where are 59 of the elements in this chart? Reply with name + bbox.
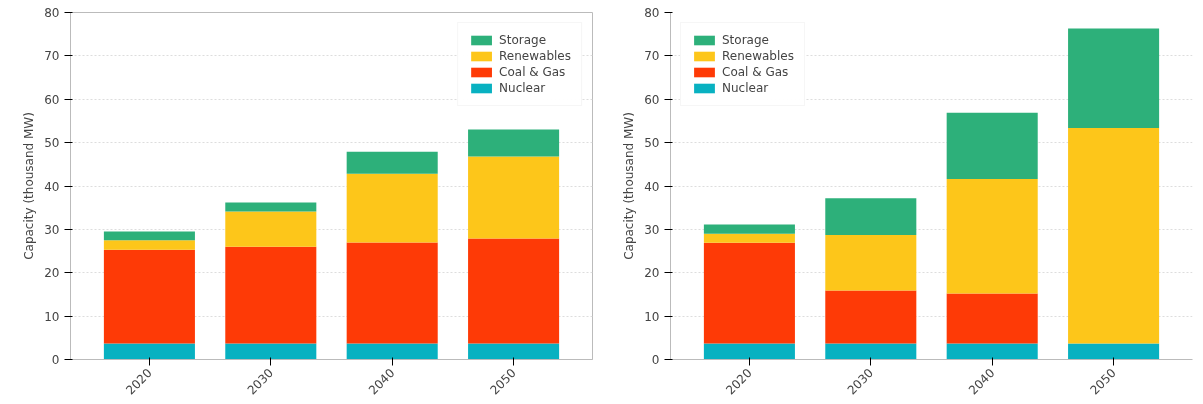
bar	[346, 343, 438, 360]
legend-label: Coal & Gas	[499, 65, 566, 79]
y-tick-label: 50	[44, 136, 60, 151]
bar	[703, 242, 795, 344]
bar	[946, 112, 1038, 180]
bar	[825, 290, 917, 344]
bar	[225, 343, 317, 360]
y-tick-label: 0	[51, 353, 60, 367]
y-tick-label: 80	[644, 6, 660, 20]
bar	[346, 151, 438, 174]
bar	[946, 293, 1038, 344]
bar	[825, 343, 917, 360]
bar	[103, 343, 195, 360]
y-tick-label: 60	[644, 92, 660, 107]
y-tick-label: 10	[644, 309, 660, 324]
bar	[946, 179, 1038, 294]
bar	[946, 343, 1038, 360]
bar	[103, 249, 195, 344]
bar	[703, 224, 795, 234]
bar	[1068, 343, 1160, 360]
bar	[468, 238, 560, 344]
y-tick-label: 60	[44, 92, 60, 107]
y-tick-label: 70	[44, 49, 60, 64]
bar	[825, 235, 917, 291]
bar	[703, 233, 795, 243]
bar	[703, 343, 795, 360]
bar	[1068, 28, 1160, 128]
y-tick-label: 40	[644, 179, 660, 194]
y-tick-label: 30	[644, 222, 660, 237]
legend-label: Nuclear	[499, 81, 546, 95]
bar	[225, 246, 317, 344]
bar	[225, 202, 317, 212]
y-tick-label: 20	[44, 266, 60, 281]
y-tick-label: 80	[44, 6, 60, 20]
legend-label: Storage	[722, 33, 769, 47]
bar	[468, 343, 560, 360]
y-tick-label: 40	[44, 179, 60, 194]
y-tick-label: 10	[44, 309, 60, 324]
y-axis-title: Capacity (thousand MW)	[622, 112, 637, 260]
bar	[103, 240, 195, 250]
bar	[225, 211, 317, 247]
legend-label: Coal & Gas	[722, 65, 789, 79]
bar	[825, 198, 917, 236]
bar	[346, 173, 438, 243]
legend-label: Renewables	[499, 49, 571, 63]
y-tick-label: 30	[44, 222, 60, 237]
legend-label: Storage	[499, 33, 547, 47]
y-tick-label: 0	[651, 353, 660, 367]
bar	[103, 231, 195, 241]
legend-label: Renewables	[722, 49, 794, 63]
bar	[468, 156, 560, 239]
y-tick-label: 50	[644, 136, 660, 151]
y-axis-title: Capacity (thousand MW)	[22, 112, 37, 260]
legend-label: Nuclear	[722, 81, 769, 95]
bar	[468, 129, 560, 157]
y-tick-label: 20	[644, 266, 660, 281]
bar	[1068, 127, 1160, 344]
bar	[346, 242, 438, 344]
y-tick-label: 70	[644, 49, 660, 64]
